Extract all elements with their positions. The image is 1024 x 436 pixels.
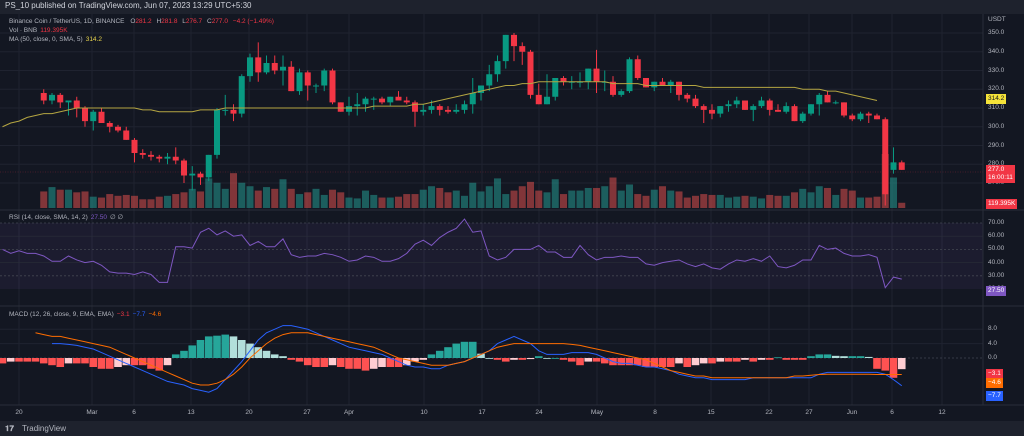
price-tick: 340.0 bbox=[988, 47, 1005, 55]
price-axis[interactable]: USDT 350.0 340.0 330.0 320.0 310.0 300.0 290.0… bbox=[984, 14, 1024, 406]
volume-legend: Vol · BNB 119.395K bbox=[9, 27, 68, 34]
rsi-tick: 70.00 bbox=[988, 219, 1005, 226]
macd-tick: 0.0 bbox=[988, 354, 998, 361]
time-label: 24 bbox=[535, 409, 543, 416]
price-tick: 290.0 bbox=[988, 141, 1005, 149]
ma-price-badge: 314.2 bbox=[986, 94, 1007, 104]
price-tick: 320.0 bbox=[988, 85, 1005, 93]
macd-hist-badge: −3.1 bbox=[986, 369, 1003, 379]
rsi-legend: RSI (14, close, SMA, 14, 2) 27.50 ∅ ∅ bbox=[9, 214, 124, 221]
time-label: 6 bbox=[132, 409, 136, 416]
time-label: 27 bbox=[805, 409, 813, 416]
rsi-tick: 40.00 bbox=[988, 258, 1005, 266]
price-tick: 310.0 bbox=[988, 104, 1005, 111]
candles bbox=[40, 33, 905, 206]
rsi-line bbox=[2, 218, 902, 289]
rsi-value: 27.50 bbox=[90, 214, 108, 221]
time-label: 8 bbox=[653, 409, 657, 416]
high-value: 281.8 bbox=[161, 18, 178, 25]
macd-axis[interactable]: 8.0 4.0 0.0 −3.1 −4.6 −7.7 bbox=[984, 306, 1024, 405]
publish-text: PS_10 published on TradingView.com, Jun … bbox=[5, 1, 252, 10]
close-value: 277.0 bbox=[211, 18, 228, 25]
time-label: Jun bbox=[846, 409, 858, 416]
ma-legend: MA (50, close, 0, SMA, 5) 314.2 bbox=[9, 36, 102, 43]
rsi-band bbox=[0, 223, 983, 289]
change-value: −4.2 (−1.49%) bbox=[232, 18, 274, 25]
currency-label: USDT bbox=[988, 16, 1006, 23]
rsi-tick: 60.00 bbox=[988, 232, 1005, 240]
macd-histogram bbox=[0, 334, 906, 378]
macd-legend: MACD (12, 26, close, 9, EMA, EMA) −3.1 −7.… bbox=[9, 311, 162, 318]
macd-tick: 8.0 bbox=[988, 325, 998, 333]
symbol-legend: Binance Coin / TetherUS, 1D, BINANCE O28… bbox=[9, 18, 274, 25]
time-label: May bbox=[590, 409, 604, 416]
time-label: 15 bbox=[707, 409, 715, 416]
signal-badge: −4.6 bbox=[986, 378, 1003, 388]
ma-value: 314.2 bbox=[85, 36, 102, 43]
volume-value: 119.395K bbox=[40, 27, 68, 34]
ma50-line bbox=[2, 81, 878, 128]
time-label: 20 bbox=[15, 409, 23, 416]
chart-canvas[interactable] bbox=[0, 0, 1024, 421]
price-tick: 350.0 bbox=[988, 29, 1005, 36]
publish-bar: PS_10 published on TradingView.com, Jun … bbox=[0, 0, 1024, 14]
time-label: 10 bbox=[420, 409, 428, 416]
price-tick: 330.0 bbox=[988, 66, 1005, 74]
macd-badge: −7.7 bbox=[986, 391, 1003, 401]
time-label: 12 bbox=[938, 409, 946, 416]
rsi-badge: 27.50 bbox=[986, 286, 1007, 296]
symbol-name: Binance Coin / TetherUS, 1D, BINANCE bbox=[9, 18, 125, 25]
signal-value: −4.6 bbox=[148, 311, 162, 318]
volume-badge: 119.395K bbox=[986, 199, 1018, 209]
time-label: Apr bbox=[343, 409, 355, 416]
rsi-tick: 30.00 bbox=[988, 271, 1005, 279]
macd-tick: 4.0 bbox=[988, 339, 998, 347]
time-axis[interactable]: 20 Mar 6 13 20 27 Apr 10 17 24 May 8 15 22 27 Jun 6 12 bbox=[0, 406, 983, 421]
signal-line bbox=[35, 332, 902, 386]
time-label: Mar bbox=[86, 409, 98, 416]
last-price-badge: 277.0 16:00:11 bbox=[986, 165, 1015, 183]
time-label: 20 bbox=[245, 409, 253, 416]
time-label: 17 bbox=[478, 409, 486, 416]
time-label: 27 bbox=[303, 409, 311, 416]
time-label: 22 bbox=[765, 409, 773, 416]
price-tick: 300.0 bbox=[988, 122, 1005, 130]
brand-name: TradingView bbox=[22, 424, 67, 433]
macd-value: −7.7 bbox=[132, 311, 146, 318]
time-label: 13 bbox=[187, 409, 195, 416]
price-tick: 280.0 bbox=[988, 160, 1005, 168]
macd-hist-value: −3.1 bbox=[116, 311, 130, 318]
tradingview-logo-icon: 𝟏𝟕 bbox=[5, 424, 14, 433]
countdown: 16:00:11 bbox=[988, 174, 1013, 181]
rsi-tick: 50.00 bbox=[988, 245, 1005, 253]
low-value: 276.7 bbox=[185, 18, 203, 25]
time-label: 6 bbox=[890, 409, 894, 416]
open-value: 281.2 bbox=[135, 18, 152, 25]
footer: 𝟏𝟕 TradingView bbox=[0, 421, 1024, 436]
